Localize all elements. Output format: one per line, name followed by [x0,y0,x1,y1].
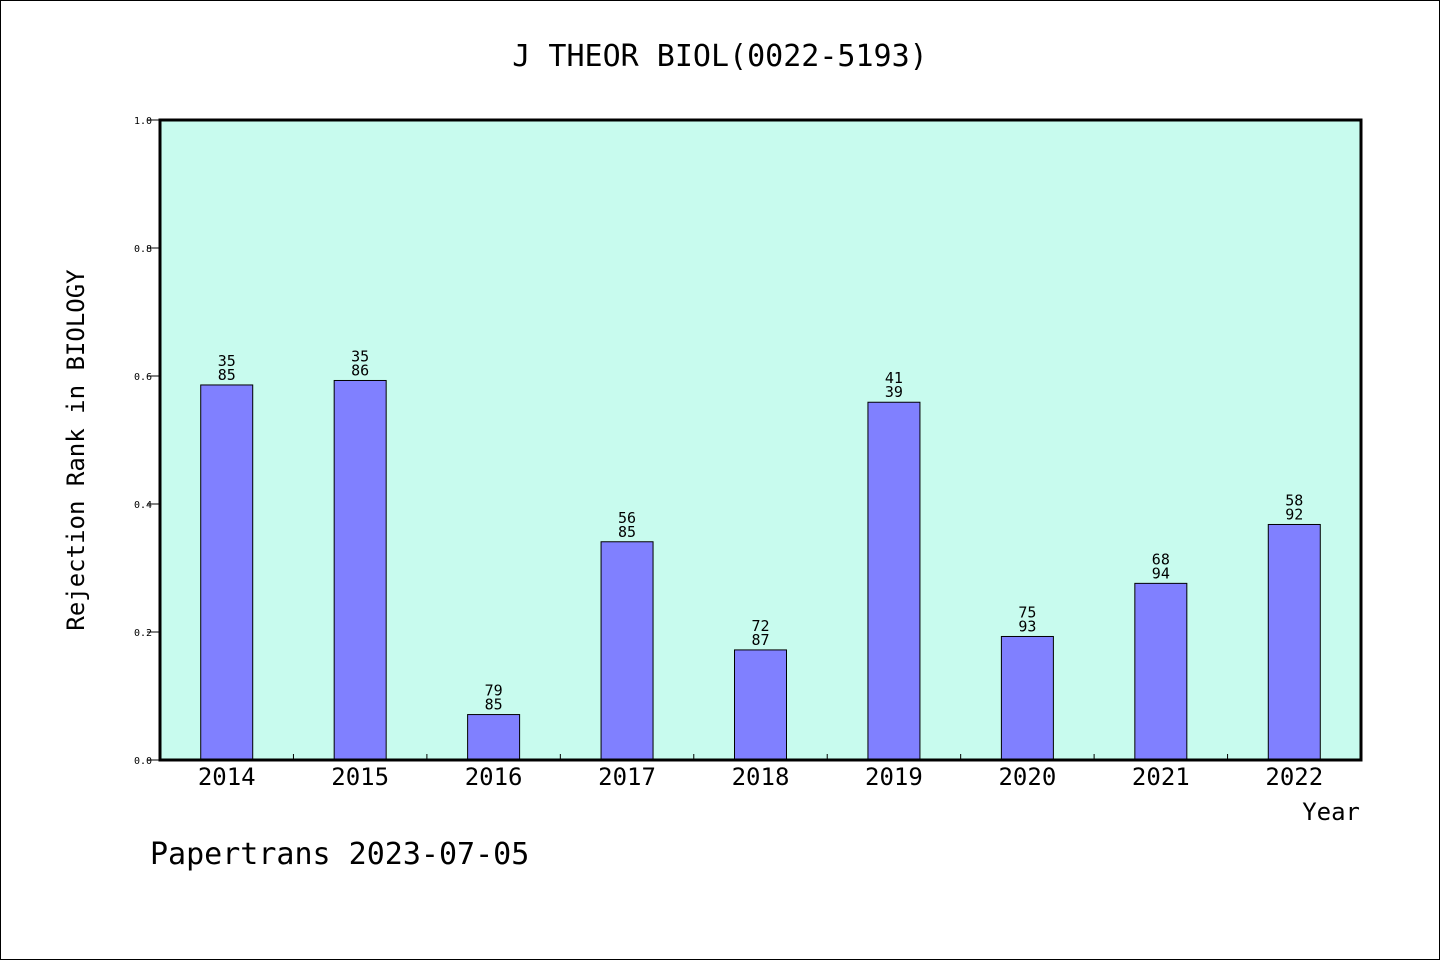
footer-stamp: Papertrans 2023-07-05 [150,837,529,872]
y-ticks-group: 0.0 0.2 0.4 0.6 0.8 1.0 [134,116,160,767]
bar-data-label-2022-1: 58 [1285,491,1303,509]
x-axis-label: Year [1302,798,1360,826]
x-tick-label-2018: 2018 [732,763,790,791]
bar-data-label-2016-2: 85 [485,696,503,714]
bar-data-label-2018-2: 87 [751,631,769,649]
bar-2021 [1134,582,1188,761]
bar-2020 [1000,635,1054,761]
bar-data-label-2020-1: 75 [1018,603,1036,621]
x-tick-label-2016: 2016 [465,763,523,791]
bar-data-label-2021-2: 94 [1152,564,1170,582]
bar-data-label-2017-1: 56 [618,509,636,527]
bar-data-label-2019-1: 41 [885,369,903,387]
bar-2017 [600,541,654,761]
bar-data-label-2017-2: 85 [618,523,636,541]
y-tick-label-0.2: 0.2 [134,628,152,639]
x-tick-label-2021: 2021 [1132,763,1190,791]
x-tick-label-2019: 2019 [865,763,923,791]
y-tick-label-1.0: 1.0 [134,116,152,127]
bar-data-label-2014-2: 85 [218,366,236,384]
chart-title: J THEOR BIOL(0022-5193) [512,39,927,74]
x-tick-label-2022: 2022 [1265,763,1323,791]
bar-2015 [333,379,387,761]
bar-2014 [200,384,254,761]
y-tick-label-0.0: 0.0 [134,756,152,767]
bar-data-label-2016-1: 79 [485,682,503,700]
y-tick-label-0.4: 0.4 [134,500,152,511]
y-axis-label: Rejection Rank in BIOLOGY [62,269,90,631]
bar-2019 [867,401,921,761]
bar-2016 [467,714,521,761]
x-tick-label-2015: 2015 [331,763,389,791]
bar-data-label-2015-1: 35 [351,347,369,365]
y-tick-label-0.8: 0.8 [134,244,152,255]
x-tick-label-2017: 2017 [598,763,656,791]
bar-data-label-2015-2: 86 [351,361,369,379]
bar-data-label-2021-1: 68 [1152,550,1170,568]
x-tick-label-2020: 2020 [998,763,1056,791]
bar-data-label-2014-1: 35 [218,352,236,370]
x-ticks-group: 2014 2015 2016 2017 2018 2019 2020 2021 2022 [198,754,1323,791]
bar-2018 [734,649,787,761]
x-tick-label-2014: 2014 [198,763,256,791]
bar-data-label-2019-2: 39 [885,383,903,401]
y-tick-label-0.6: 0.6 [134,372,152,383]
bars-group [200,379,1321,761]
bar-data-label-2022-2: 92 [1285,505,1303,523]
bar-2022 [1267,523,1321,761]
bar-data-label-2018-1: 72 [751,617,769,635]
plot-border [158,118,1363,762]
bar-data-label-2020-2: 93 [1018,617,1036,635]
